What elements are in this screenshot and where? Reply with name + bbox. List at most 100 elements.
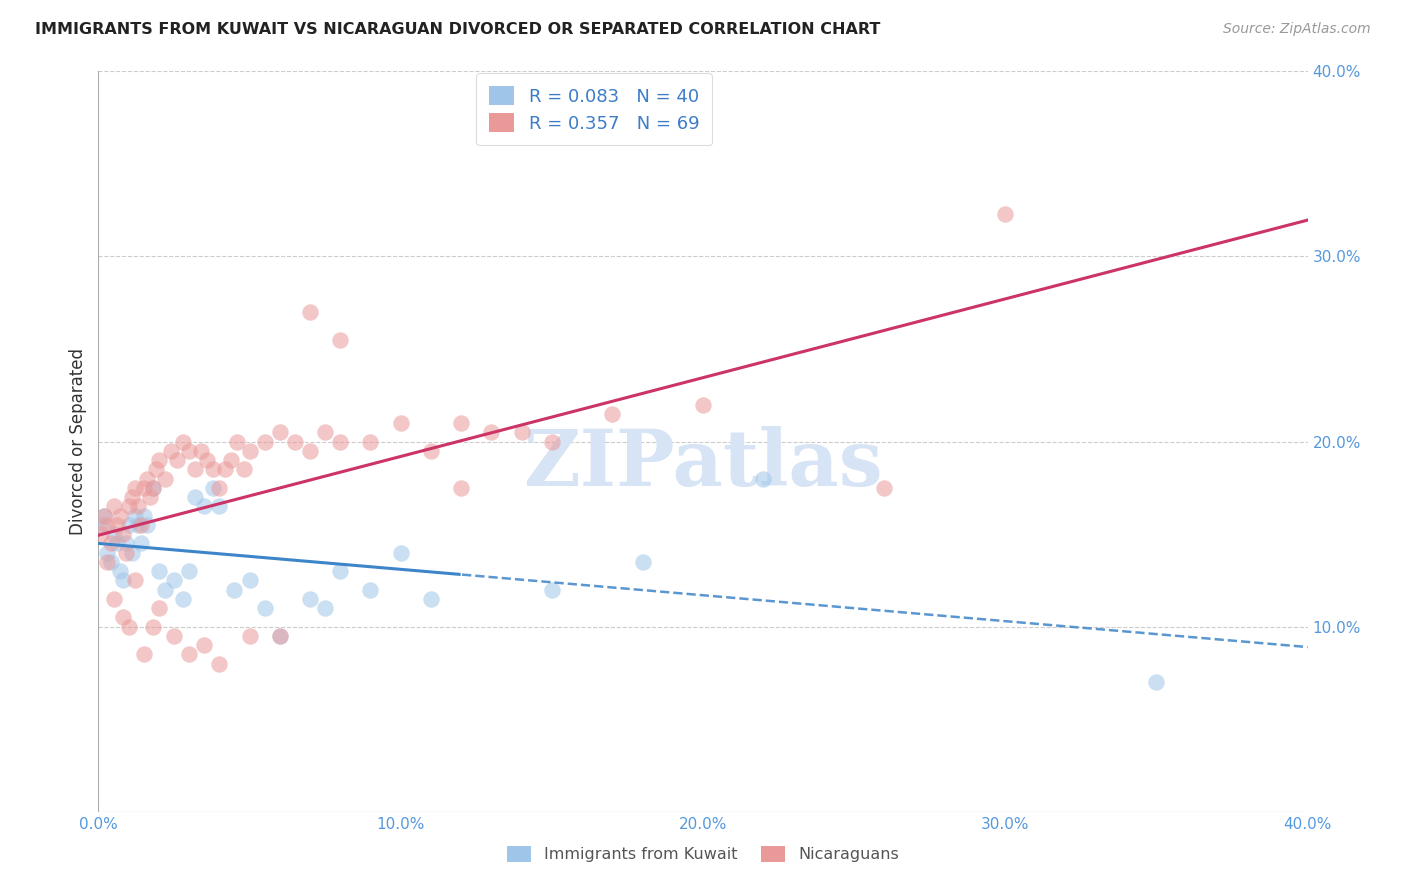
Point: [299, 591, 322, 606]
Point: [118, 500, 141, 514]
Point: [179, 648, 201, 662]
Point: [1144, 675, 1167, 690]
Point: [124, 574, 146, 588]
Point: [108, 508, 131, 523]
Point: [692, 398, 714, 412]
Point: [269, 629, 291, 643]
Point: [118, 517, 141, 532]
Point: [124, 508, 146, 523]
Point: [105, 536, 128, 550]
Point: [111, 574, 134, 588]
Point: [132, 648, 155, 662]
Point: [121, 490, 143, 504]
Point: [239, 443, 262, 458]
Point: [314, 425, 336, 440]
Point: [193, 500, 215, 514]
Point: [114, 536, 136, 550]
Text: Source: ZipAtlas.com: Source: ZipAtlas.com: [1223, 22, 1371, 37]
Point: [450, 416, 472, 430]
Legend: Immigrants from Kuwait, Nicaraguans: Immigrants from Kuwait, Nicaraguans: [499, 838, 907, 871]
Point: [226, 434, 249, 449]
Point: [103, 500, 125, 514]
Point: [631, 555, 654, 569]
Point: [389, 416, 412, 430]
Point: [132, 481, 155, 495]
Point: [481, 425, 503, 440]
Point: [510, 425, 533, 440]
Point: [420, 591, 443, 606]
Point: [329, 434, 352, 449]
Point: [103, 591, 125, 606]
Point: [142, 481, 165, 495]
Point: [96, 555, 118, 569]
Point: [208, 657, 231, 671]
Point: [148, 564, 170, 578]
Point: [132, 508, 155, 523]
Point: [127, 500, 149, 514]
Point: [148, 453, 170, 467]
Point: [299, 443, 322, 458]
Point: [239, 574, 262, 588]
Point: [129, 536, 152, 550]
Point: [172, 591, 194, 606]
Point: [239, 629, 262, 643]
Point: [602, 407, 624, 421]
Point: [232, 462, 254, 476]
Point: [179, 443, 201, 458]
Point: [114, 545, 136, 560]
Point: [96, 517, 118, 532]
Point: [752, 472, 775, 486]
Point: [108, 564, 131, 578]
Point: [540, 582, 562, 597]
Point: [253, 434, 276, 449]
Point: [329, 333, 352, 347]
Point: [96, 545, 118, 560]
Point: [163, 574, 186, 588]
Point: [148, 601, 170, 615]
Point: [389, 545, 412, 560]
Point: [139, 490, 162, 504]
Point: [873, 481, 896, 495]
Point: [540, 434, 562, 449]
Text: ZIPatlas: ZIPatlas: [523, 425, 883, 502]
Point: [142, 481, 165, 495]
Point: [90, 527, 112, 541]
Point: [121, 545, 143, 560]
Point: [299, 305, 322, 319]
Point: [184, 490, 207, 504]
Point: [193, 638, 215, 652]
Point: [166, 453, 188, 467]
Point: [420, 443, 443, 458]
Point: [269, 629, 291, 643]
Text: IMMIGRANTS FROM KUWAIT VS NICARAGUAN DIVORCED OR SEPARATED CORRELATION CHART: IMMIGRANTS FROM KUWAIT VS NICARAGUAN DIV…: [35, 22, 880, 37]
Point: [190, 443, 212, 458]
Point: [269, 425, 291, 440]
Point: [100, 536, 122, 550]
Point: [253, 601, 276, 615]
Point: [184, 462, 207, 476]
Point: [145, 462, 167, 476]
Point: [135, 472, 157, 486]
Point: [360, 582, 382, 597]
Point: [100, 555, 122, 569]
Point: [221, 453, 243, 467]
Point: [224, 582, 246, 597]
Point: [329, 564, 352, 578]
Point: [127, 517, 149, 532]
Point: [450, 481, 472, 495]
Y-axis label: Divorced or Separated: Divorced or Separated: [69, 348, 87, 535]
Point: [93, 508, 115, 523]
Point: [129, 517, 152, 532]
Point: [202, 481, 225, 495]
Point: [172, 434, 194, 449]
Point: [93, 508, 115, 523]
Point: [994, 207, 1017, 221]
Point: [202, 462, 225, 476]
Point: [111, 527, 134, 541]
Point: [105, 517, 128, 532]
Point: [160, 443, 183, 458]
Point: [360, 434, 382, 449]
Point: [195, 453, 218, 467]
Point: [142, 619, 165, 633]
Point: [284, 434, 307, 449]
